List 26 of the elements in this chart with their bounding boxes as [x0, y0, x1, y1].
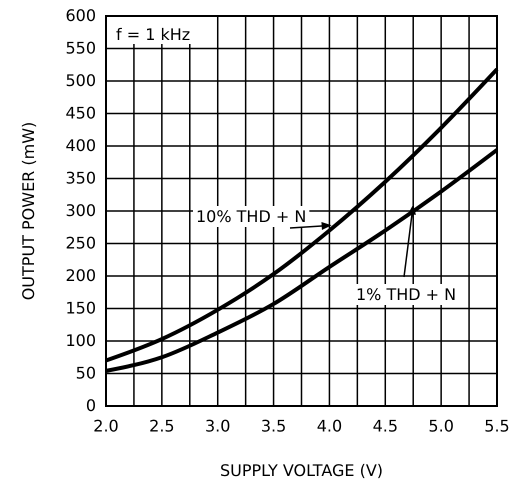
y-tick-label: 150: [65, 298, 96, 318]
x-tick-label: 2.5: [149, 416, 175, 436]
y-tick-label: 250: [65, 234, 96, 253]
annotation: f = 1 kHz: [116, 25, 190, 44]
x-tick-label: 3.5: [260, 416, 286, 436]
y-tick-label: 600: [65, 6, 96, 26]
x-tick-label: 2.0: [93, 416, 119, 436]
x-tick-label: 3.0: [204, 416, 230, 436]
y-tick-label: 450: [65, 104, 96, 123]
y-tick-label: 50: [76, 364, 96, 383]
y-tick-label: 200: [65, 266, 96, 286]
y-tick-label: 500: [65, 71, 96, 90]
y-tick-label: 400: [65, 136, 96, 156]
legend-label: 10% THD + N: [196, 207, 306, 226]
y-axis-title: OUTPUT POWER (mW): [19, 122, 38, 300]
y-tick-label: 100: [65, 331, 96, 350]
y-tick-label: 300: [65, 201, 96, 220]
x-tick-label: 4.0: [316, 416, 342, 436]
series-label: 1% THD + N: [356, 285, 456, 304]
y-tick-label: 550: [65, 38, 96, 58]
y-tick-label: 0: [86, 396, 96, 416]
x-tick-label: 5.5: [484, 416, 510, 436]
x-axis-title: SUPPLY VOLTAGE (V): [220, 461, 383, 480]
x-tick-label: 4.5: [372, 416, 398, 436]
y-tick-label: 350: [65, 168, 96, 188]
x-tick-label: 5.0: [428, 416, 454, 436]
